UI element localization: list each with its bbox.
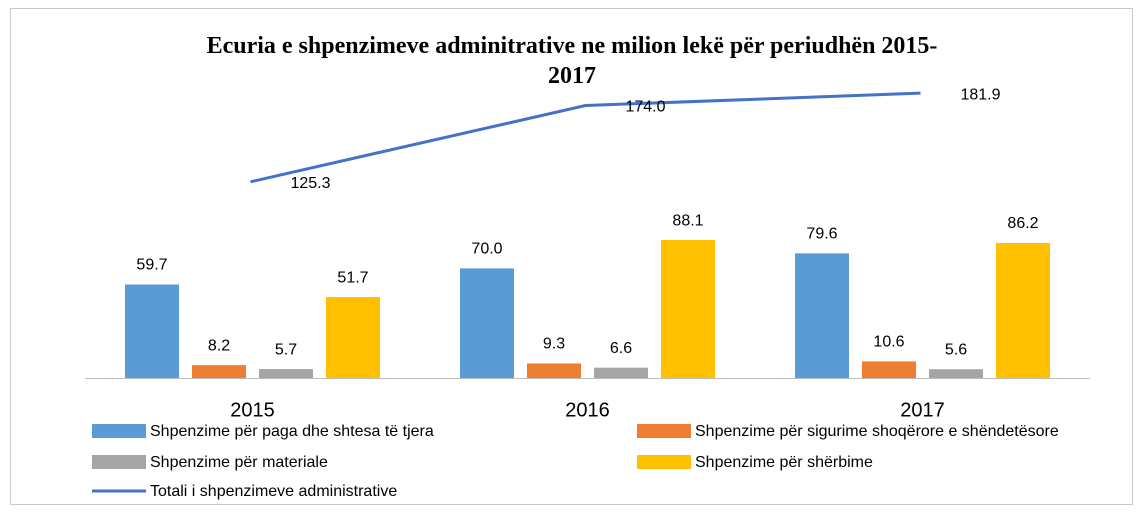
data-label: 10.6 [873, 334, 904, 351]
legend-swatch [92, 424, 146, 438]
data-label: 9.3 [543, 336, 565, 353]
legend-swatch [637, 424, 691, 438]
legend-label: Totali i shpenzimeve administrative [150, 483, 397, 500]
bar [795, 253, 849, 378]
data-label: 6.6 [610, 340, 632, 357]
x-tick-label: 2016 [565, 399, 610, 421]
data-label: 125.3 [290, 175, 330, 192]
x-tick-label: 2015 [230, 399, 275, 421]
data-label: 181.9 [960, 86, 1000, 103]
data-label: 5.6 [945, 341, 967, 358]
bar [259, 369, 313, 378]
data-label: 88.1 [672, 212, 703, 229]
x-tick-label: 2017 [900, 399, 945, 421]
bar [125, 284, 179, 378]
bar [661, 240, 715, 378]
bar [594, 367, 648, 378]
bar [527, 363, 581, 378]
data-label: 51.7 [337, 269, 368, 286]
data-label: 8.2 [208, 337, 230, 354]
data-label: 174.0 [625, 99, 665, 116]
bar [326, 297, 380, 378]
bar [460, 268, 514, 378]
legend-swatch [92, 455, 146, 469]
data-label: 79.6 [806, 226, 837, 243]
chart-title: Ecuria e shpenzimeve adminitrative ne mi… [207, 33, 938, 89]
legend-label: Shpenzime për shërbime [695, 454, 873, 471]
line-series [250, 91, 921, 184]
legend-label: Shpenzime për paga dhe shtesa të tjera [150, 423, 434, 440]
bar [929, 369, 983, 378]
legend-label: Shpenzime për sigurime shoqërore e shënd… [695, 423, 1059, 440]
chart-border [10, 8, 1133, 505]
bar [192, 365, 246, 378]
legend-swatch [637, 455, 691, 469]
bar [996, 243, 1050, 378]
bar [862, 361, 916, 378]
legend-label: Shpenzime për materiale [150, 454, 328, 471]
data-label: 86.2 [1007, 215, 1038, 232]
data-label: 5.7 [275, 341, 297, 358]
data-label: 70.0 [471, 241, 502, 258]
data-label: 59.7 [136, 257, 167, 274]
